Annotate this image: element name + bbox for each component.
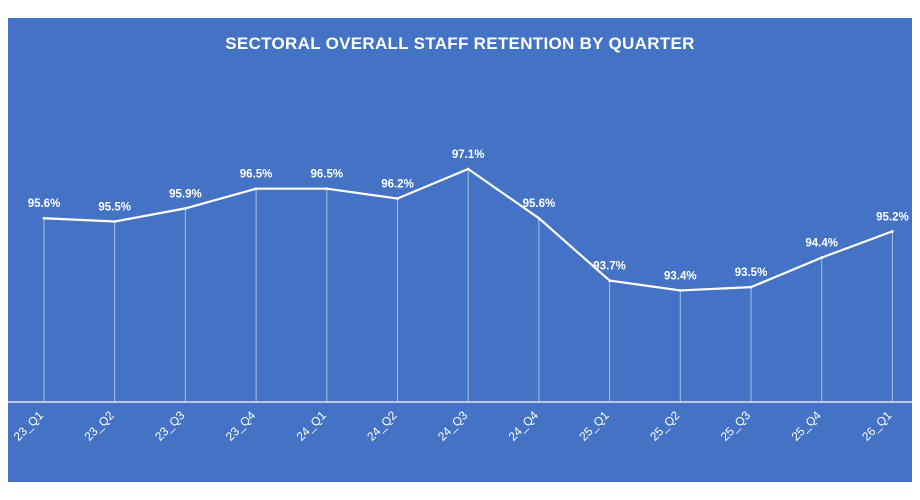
data-label: 95.6% [28,198,61,210]
tick-label: 24_Q3 [435,408,471,444]
tick-label: 25_Q1 [576,408,612,444]
tick-label: 23_Q3 [152,408,188,444]
tick-label: 25_Q2 [647,408,683,444]
tick-label: 24_Q2 [364,408,400,444]
data-label: 93.4% [664,270,697,282]
data-label: 96.5% [310,169,343,181]
line-chart: 95.6% 95.5% 95.9% 96.5% 96.5% 96.2% 97.1% 95.6%… [8,149,912,444]
data-point [325,187,329,191]
data-point [891,229,894,233]
chart-panel: SECTORAL OVERALL STAFF RETENTION BY QUAR… [8,18,912,482]
data-label: 93.5% [735,267,768,279]
tick-label: 25_Q3 [718,408,754,444]
data-point [113,220,117,223]
data-point [537,216,541,220]
data-point [820,256,824,260]
tick-label: 26_Q1 [859,408,895,444]
tick-label: 23_Q4 [223,408,259,444]
tick-label: 23_Q1 [11,408,47,444]
data-label: 96.5% [240,169,273,181]
data-label: 95.2% [876,211,909,223]
data-point [678,289,682,292]
data-point [42,216,46,220]
data-label: 94.4% [805,238,838,250]
tick-label: 24_Q4 [506,408,542,444]
data-label: 95.6% [523,198,556,210]
tick-label: 23_Q2 [81,408,117,444]
data-label: 93.7% [593,261,626,273]
tick-label: 25_Q4 [788,408,824,444]
data-point [184,206,187,210]
data-point [396,197,399,200]
tick-label: 24_Q1 [294,408,330,444]
data-point [254,187,258,191]
data-point [466,167,470,171]
chart-title: SECTORAL OVERALL STAFF RETENTION BY QUAR… [225,34,695,53]
data-label: 96.2% [381,179,414,191]
data-point [608,279,611,282]
data-point [749,285,753,289]
data-label: 95.5% [98,202,131,214]
data-label: 95.9% [169,188,202,200]
data-label: 97.1% [452,149,485,161]
